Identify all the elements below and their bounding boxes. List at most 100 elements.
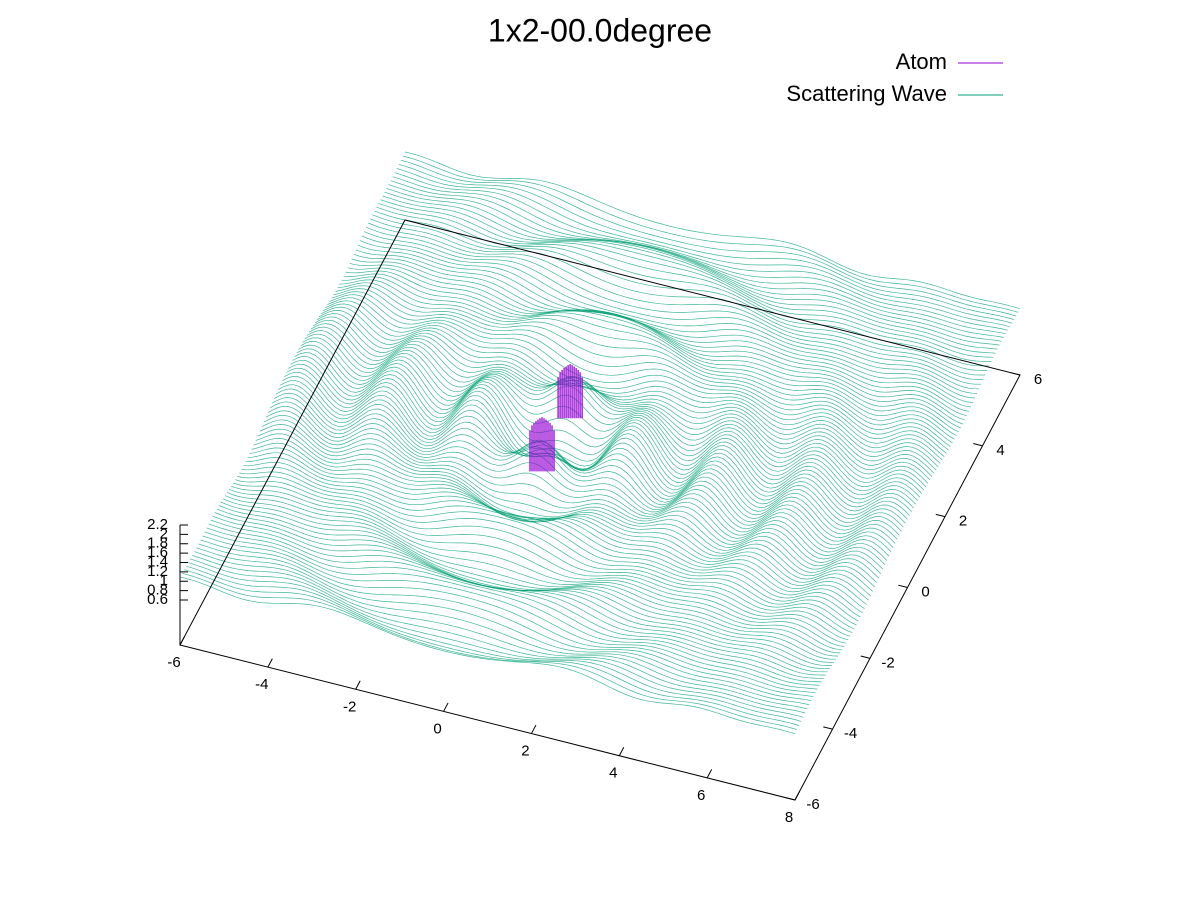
y-tick — [973, 443, 983, 447]
surface-line — [261, 419, 878, 583]
y-tick-label: 4 — [996, 442, 1004, 459]
surface-line — [284, 371, 900, 536]
y-tick-label: 0 — [921, 583, 929, 600]
surface-line — [200, 539, 816, 694]
x-tick — [530, 724, 537, 734]
surface-line — [306, 330, 923, 494]
surface-line — [181, 572, 798, 730]
y-tick — [785, 797, 796, 801]
x-tick-label: -4 — [255, 676, 268, 693]
surface-line — [331, 291, 947, 454]
y-tick-label: -6 — [806, 796, 819, 813]
surface-line — [192, 555, 808, 710]
surface-line — [243, 461, 859, 622]
surface-line — [179, 576, 796, 735]
z-tick-label: 0.8 — [147, 582, 168, 599]
x-tick — [179, 636, 185, 646]
x-tick — [443, 702, 449, 712]
y-tick — [823, 726, 833, 730]
surface-line — [380, 199, 996, 354]
surface-line — [384, 191, 1000, 346]
x-tick-label: 0 — [433, 720, 441, 737]
surface-line — [341, 276, 957, 436]
z-tick-label: 1.2 — [147, 563, 168, 580]
surface-line — [365, 226, 982, 385]
surface-line — [228, 488, 845, 647]
surface-line — [386, 188, 1002, 342]
surface-line — [361, 235, 978, 394]
z-tick-label: 0.6 — [147, 591, 168, 608]
surface-line — [267, 405, 884, 570]
surface-line — [230, 485, 847, 644]
surface-line — [320, 306, 937, 471]
surface-line — [353, 253, 969, 412]
x-tick-label: -6 — [167, 654, 180, 671]
y-tick — [1010, 372, 1021, 376]
surface-line — [212, 515, 828, 673]
surface-line — [308, 326, 925, 491]
x-tick-label: 6 — [697, 787, 705, 804]
surface-line — [235, 479, 851, 637]
x-tick — [794, 791, 800, 801]
surface-line — [292, 356, 908, 520]
surface-line — [318, 310, 935, 474]
surface-line — [302, 337, 918, 501]
surface-line — [271, 397, 888, 561]
x-tick — [267, 658, 273, 668]
surface-line — [404, 151, 1021, 310]
atom — [529, 417, 555, 472]
x-tick — [355, 680, 361, 690]
surface-line — [349, 263, 965, 421]
x-tick-label: 8 — [785, 809, 793, 826]
surface-line — [337, 282, 953, 444]
surface-line — [210, 519, 826, 676]
surface-line — [398, 164, 1014, 320]
surface-line — [196, 547, 812, 702]
surface-line — [220, 501, 836, 660]
surface-line — [394, 172, 1010, 328]
surface-line — [339, 279, 955, 440]
surface-line — [202, 535, 818, 690]
surface-line — [382, 195, 998, 350]
surface-line — [241, 466, 857, 626]
surface-line — [314, 316, 931, 481]
surface-line — [310, 323, 927, 487]
x-tick — [618, 746, 625, 756]
surface-line — [282, 376, 898, 540]
surface-line — [370, 218, 986, 376]
surface-line — [400, 159, 1016, 317]
surface-line — [186, 565, 802, 722]
surface-line — [327, 297, 943, 461]
surface-line — [249, 447, 865, 609]
surface-line — [296, 348, 912, 513]
y-tick-label: 2 — [959, 513, 967, 530]
y-tick — [860, 655, 871, 659]
surface-line — [323, 303, 939, 467]
surface-line — [273, 392, 890, 557]
surface-line — [275, 388, 892, 553]
surface-line — [392, 176, 1008, 331]
surface-line — [298, 344, 914, 509]
surface-line — [333, 288, 949, 451]
surface-line — [224, 495, 841, 654]
y-tick-label: -2 — [881, 654, 894, 671]
surface-line — [222, 498, 839, 657]
x-tick-label: -2 — [343, 698, 356, 715]
x-tick-label: 2 — [521, 743, 529, 760]
legend-label: Scattering Wave — [786, 81, 947, 106]
surface-line — [402, 155, 1019, 313]
y-tick-label: -4 — [844, 725, 857, 742]
atom — [557, 364, 583, 419]
surface-line — [300, 341, 916, 505]
surface-line — [247, 452, 863, 614]
surface-line — [343, 273, 959, 433]
surface-line — [226, 492, 843, 651]
surface-line — [335, 285, 951, 447]
surface-line — [316, 313, 933, 477]
surface-line — [206, 527, 822, 683]
z-tick-label: 1 — [160, 572, 168, 589]
surface-line — [388, 184, 1004, 338]
z-tick-label: 1.8 — [147, 535, 168, 552]
surface-line — [376, 206, 992, 362]
chart-title: 1x2-00.0degree — [488, 12, 712, 48]
